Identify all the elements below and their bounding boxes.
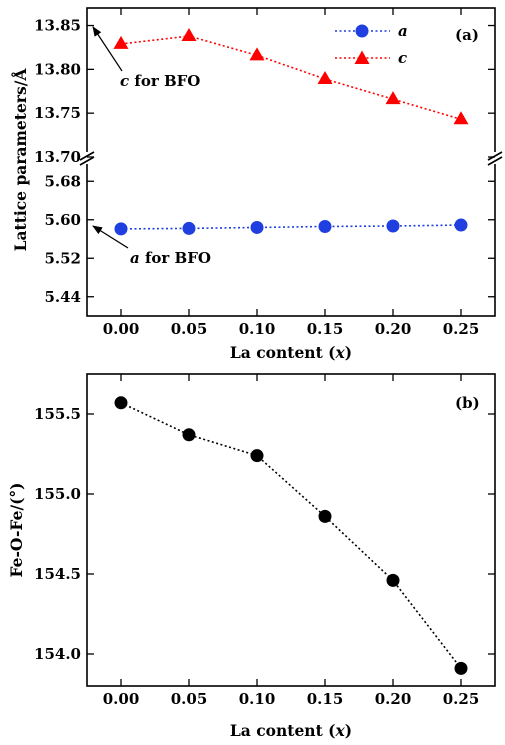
- series-c-point: [317, 70, 333, 84]
- series-fe-o-fe-line: [120, 402, 462, 669]
- panel-a-x-tick-label: 0.10: [239, 320, 276, 338]
- panel-a-x-tick-label: 0.25: [443, 320, 480, 338]
- series-a-point: [250, 220, 264, 234]
- panel-b-x-ticks: 0.00 0.05 0.10 0.15 0.20 0.25: [103, 374, 480, 708]
- panel-a-label: (a): [455, 26, 479, 44]
- series-fe-o-fe-point: [182, 428, 196, 442]
- annotation-c-text: for BFO: [129, 72, 200, 90]
- panel-a-frame: [86, 7, 496, 317]
- annotation-a-var: a: [130, 249, 140, 267]
- annotation-a-text: for BFO: [140, 249, 211, 267]
- panel-b-y-tick-label: 154.0: [34, 645, 81, 663]
- annotation-c-bfo: c for BFO: [92, 26, 200, 90]
- series-a-line: [120, 224, 462, 230]
- legend-a-marker: [355, 24, 369, 38]
- panel-b-frame: [86, 373, 496, 687]
- svg-text:a for BFO: a for BFO: [130, 249, 211, 267]
- series-c-point: [385, 91, 401, 105]
- panel-a-x-tick-label: 0.20: [375, 320, 412, 338]
- legend-c-label: c: [398, 49, 407, 67]
- panel-b: (b) 0.00 0.05 0.10 0.15 0.20 0.25 154.0154.51…: [7, 373, 496, 740]
- series-fe-o-fe-point: [318, 509, 332, 523]
- series-c-line: [120, 35, 462, 121]
- panel-b-x-tick-label: 0.00: [103, 690, 140, 708]
- annotation-c-var: c: [120, 72, 129, 90]
- annotation-a-bfo: a for BFO: [92, 225, 211, 267]
- panel-a-y-tick-label: 5.60: [44, 211, 81, 229]
- series-a-point: [454, 218, 468, 232]
- panel-b-series: [114, 396, 468, 675]
- panel-b-y-tick-label: 155.0: [34, 485, 81, 503]
- panel-b-x-tick-label: 0.25: [443, 690, 480, 708]
- series-fe-o-fe-point: [386, 573, 400, 587]
- series-fe-o-fe-point: [250, 449, 264, 463]
- panel-b-xlabel: La content (x): [230, 721, 352, 740]
- panel-b-x-tick-label: 0.15: [307, 690, 344, 708]
- panel-a: (a) 0.00 0.05 0.10 0.15 0.20 0.25 13.7013.751…: [11, 7, 503, 362]
- panel-b-y-tick-label: 155.5: [34, 405, 81, 423]
- series-fe-o-fe-point: [114, 396, 128, 410]
- panel-a-y-tick-label: 5.68: [44, 172, 81, 190]
- panel-a-y-tick-label: 13.85: [34, 17, 81, 35]
- legend-a-label: a: [398, 22, 408, 40]
- panel-b-label: (b): [455, 394, 480, 412]
- series-fe-o-fe-point: [454, 661, 468, 675]
- panel-a-series: [113, 28, 469, 236]
- panel-a-legend: a c: [335, 22, 408, 67]
- panel-a-x-tick-label: 0.05: [171, 320, 208, 338]
- series-c-point: [249, 47, 265, 61]
- panel-a-xlabel: La content (x): [230, 343, 352, 362]
- panel-a-axis-break: [79, 151, 503, 166]
- panel-a-y-tick-label: 5.52: [44, 249, 81, 267]
- panel-a-y-ticks: 13.70 13.75 13.80 13.85 5.44 5.52 5.60 5.68: [34, 17, 495, 306]
- legend-c-marker: [354, 50, 370, 64]
- panel-a-x-ticks: 0.00 0.05 0.10 0.15 0.20 0.25: [103, 8, 480, 338]
- series-a-point: [182, 221, 196, 235]
- panel-a-y-tick-label: 13.70: [34, 148, 81, 166]
- panel-b-y-ticks: 154.0 154.5 155.0 155.5: [34, 405, 495, 663]
- panel-a-y-tick-label: 13.75: [34, 104, 81, 122]
- series-a-point: [114, 222, 128, 236]
- panel-a-y-tick-label: 13.80: [34, 60, 81, 78]
- series-c-point: [113, 35, 129, 49]
- panel-b-y-tick-label: 154.5: [34, 565, 81, 583]
- panel-a-y-tick-label: 5.44: [44, 288, 81, 306]
- panel-b-x-tick-label: 0.20: [375, 690, 412, 708]
- panel-b-x-tick-label: 0.10: [239, 690, 276, 708]
- panel-b-ylabel: Fe-O-Fe/(°): [7, 482, 26, 577]
- svg-text:c for BFO: c for BFO: [120, 72, 200, 90]
- panel-b-x-tick-label: 0.05: [171, 690, 208, 708]
- panel-a-ylabel: Lattice parameters/Å: [11, 68, 30, 252]
- series-a-point: [318, 219, 332, 233]
- panel-a-x-tick-label: 0.15: [307, 320, 344, 338]
- panel-a-x-tick-label: 0.00: [103, 320, 140, 338]
- series-c-point: [181, 28, 197, 42]
- series-a-point: [386, 219, 400, 233]
- series-c-point: [453, 111, 469, 125]
